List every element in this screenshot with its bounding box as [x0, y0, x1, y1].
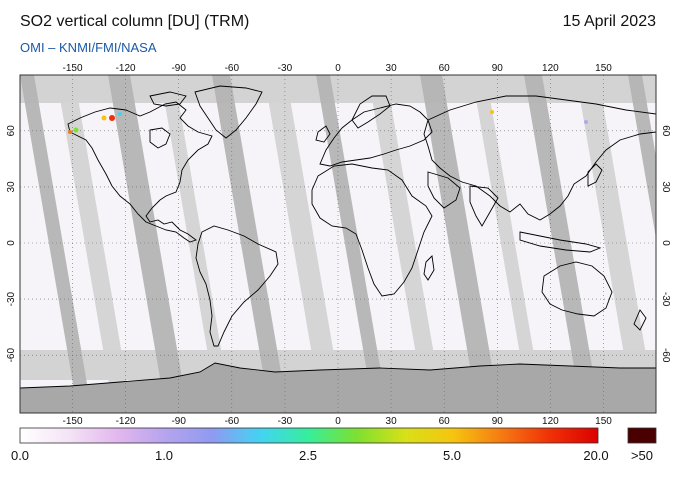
lon-label-bottom--60: -60 — [225, 416, 240, 427]
orbit-swath-gap-1 — [56, 75, 132, 413]
orbit-swath-gap-5 — [264, 75, 344, 413]
coast-australia — [541, 261, 613, 317]
lat-label-left-60: 60 — [6, 125, 17, 137]
orbit-swath-gap-3 — [160, 75, 232, 413]
colorbar-overflow-swatch — [627, 427, 657, 444]
colorbar-overflow-label: >50 — [630, 448, 654, 463]
so2-hotspot-kamchatka — [490, 110, 494, 114]
coast-indonesia — [519, 231, 602, 253]
orbit-swath-gap-2 — [108, 75, 188, 413]
coast-south-america — [195, 225, 279, 347]
orbit-swath-gap-10 — [524, 75, 600, 413]
lon-label-top-120: 120 — [542, 63, 559, 74]
so2-hotspot-aleutian-2 — [68, 130, 72, 134]
coast-africa — [311, 163, 433, 297]
lat-label-right--30: -30 — [660, 292, 671, 307]
colorbar-label-3: 5.0 — [442, 448, 462, 463]
colorbar — [19, 427, 599, 444]
lon-label-bottom-120: 120 — [542, 416, 559, 427]
map-tick-labels: -150 -150 -120 -120 -90 -90 -60 -60 -30 -30 0 0 30 30… — [6, 63, 671, 427]
coast-arabia — [427, 171, 461, 209]
data-credit: OMI – KNMI/FMI/NASA — [20, 40, 157, 55]
lon-label-top-150: 150 — [595, 63, 612, 74]
lon-label-bottom--90: -90 — [171, 416, 186, 427]
orbit-swath-gap-9 — [472, 75, 544, 413]
lon-label-bottom-0: 0 — [335, 416, 341, 427]
so2-hotspot-siberia — [584, 120, 588, 124]
map-title: SO2 vertical column [DU] (TRM) — [20, 13, 250, 30]
orbit-swath-gap-7 — [368, 75, 444, 413]
colorbar-label-2: 2.5 — [298, 448, 318, 463]
so2-hotspots — [68, 110, 588, 134]
coast-india — [469, 185, 499, 227]
map-frame — [19, 74, 657, 414]
lon-label-top--120: -120 — [116, 63, 136, 74]
lon-label-bottom--150: -150 — [62, 416, 82, 427]
orbit-swath-gap-4 — [212, 75, 288, 413]
coast-antarctica — [20, 362, 656, 389]
coast-hudson-bay — [149, 127, 171, 149]
coast-arctic-islands — [149, 91, 187, 107]
colorbar-label-1: 1.0 — [154, 448, 174, 463]
lon-label-top-0: 0 — [335, 63, 341, 74]
orbit-swath-gap-11 — [576, 75, 656, 413]
lon-label-bottom-90: 90 — [492, 416, 504, 427]
lon-label-bottom-150: 150 — [595, 416, 612, 427]
graticule — [20, 75, 656, 413]
map-date: 15 April 2023 — [562, 13, 656, 30]
lon-label-top-90: 90 — [492, 63, 504, 74]
lon-label-top--60: -60 — [225, 63, 240, 74]
map-area — [20, 75, 656, 413]
lon-label-bottom--120: -120 — [116, 416, 136, 427]
so2-hotspot-aleutian — [73, 127, 79, 133]
lon-label-top--150: -150 — [62, 63, 82, 74]
orbit-swath-gap-12 — [628, 75, 656, 239]
lat-label-right--60: -60 — [660, 348, 671, 363]
lon-label-bottom-60: 60 — [439, 416, 451, 427]
lon-label-top-60: 60 — [439, 63, 451, 74]
lon-label-top--30: -30 — [278, 63, 293, 74]
orbit-swath-gap-0 — [20, 75, 92, 413]
lat-label-left-0: 0 — [6, 240, 17, 246]
orbit-swath-gap-6 — [316, 75, 388, 413]
colorbar-label-0: 0.0 — [10, 448, 30, 463]
so2-hotspot-alaska-low — [118, 112, 122, 116]
lat-label-left--60: -60 — [6, 348, 17, 363]
coast-greenland — [194, 85, 263, 139]
coast-new-zealand — [633, 309, 647, 331]
lon-label-top--90: -90 — [171, 63, 186, 74]
lat-label-right-60: 60 — [660, 125, 671, 137]
coast-scandinavia — [351, 95, 391, 129]
so2-hotspot-alaska-high — [109, 115, 115, 121]
lat-label-right-0: 0 — [660, 240, 671, 246]
colorbar-label-4: 20.0 — [583, 448, 609, 463]
lon-label-bottom-30: 30 — [386, 416, 398, 427]
coast-north-america — [67, 101, 213, 243]
coast-madagascar — [423, 255, 435, 281]
coast-japan — [587, 163, 603, 187]
coast-british-isles — [315, 125, 331, 143]
lon-label-top-30: 30 — [386, 63, 398, 74]
lat-label-right-30: 30 — [660, 181, 671, 193]
coast-asia — [423, 95, 656, 221]
so2-hotspot-alaska-mid — [101, 115, 107, 121]
coastlines — [20, 85, 656, 389]
orbit-swath-gap-8 — [420, 75, 500, 413]
lat-label-left--30: -30 — [6, 291, 17, 306]
lat-label-left-30: 30 — [6, 181, 17, 193]
lon-label-bottom--30: -30 — [278, 416, 293, 427]
